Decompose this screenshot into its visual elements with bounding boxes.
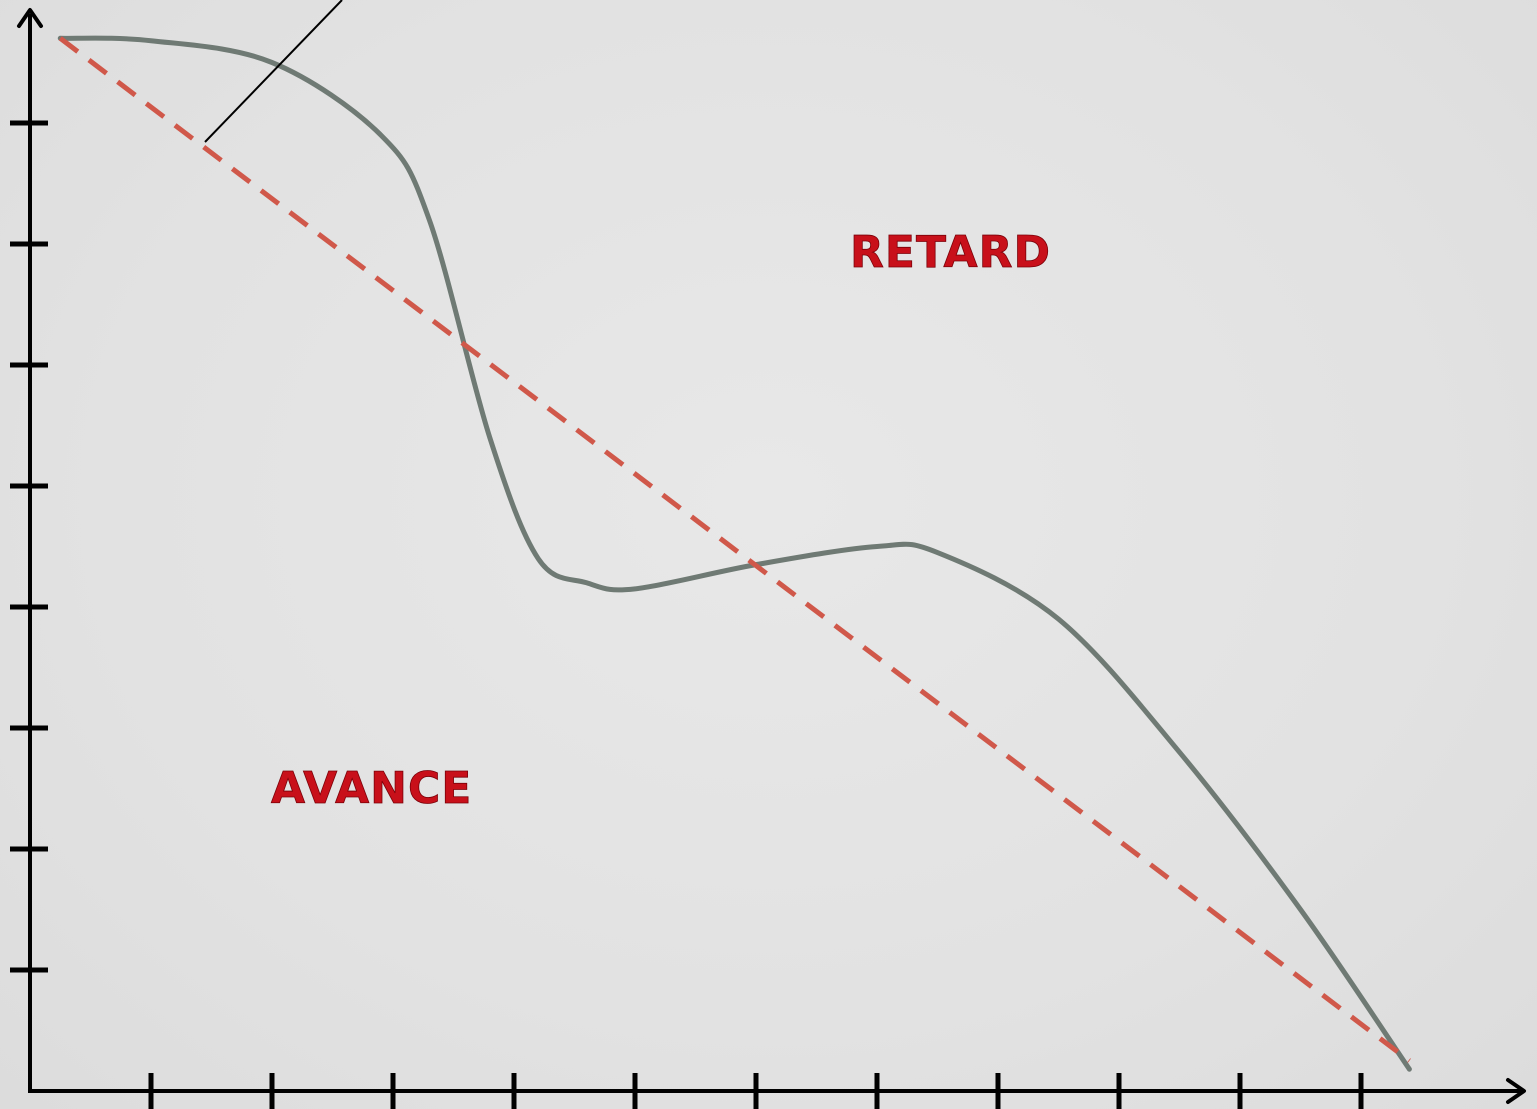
labels-layer: RETARD AVANCE <box>271 227 1051 815</box>
annotation-leader-line <box>204 0 343 143</box>
label-retard: RETARD <box>850 227 1051 278</box>
series-layer <box>57 35 1412 1072</box>
series-dashed-line <box>58 36 1411 1063</box>
ticks-layer <box>10 120 1364 1109</box>
x-axis-arrow-icon <box>1506 1078 1526 1104</box>
y-axis-arrow-icon <box>17 8 43 28</box>
axes-layer <box>17 8 1526 1104</box>
series-solid-curve <box>57 35 1412 1072</box>
label-avance: AVANCE <box>271 763 472 814</box>
